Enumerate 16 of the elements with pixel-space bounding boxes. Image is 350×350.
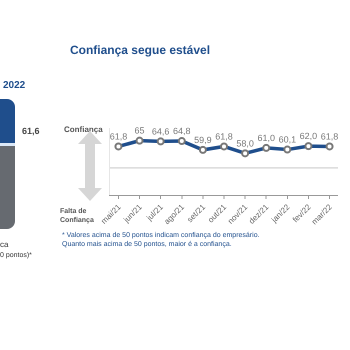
data-label: 62,0	[300, 131, 318, 142]
data-label: 58,0	[236, 138, 254, 148]
data-label: 61,8	[320, 131, 338, 142]
data-label: 59,9	[194, 134, 212, 145]
data-label: 65	[134, 126, 145, 136]
data-label: 61,8	[110, 131, 128, 142]
text: Confiança	[64, 125, 104, 134]
data-label: 64,8	[173, 126, 191, 136]
data-label: 64,6	[152, 126, 170, 136]
chart-title: Confiança segue estável	[70, 42, 210, 57]
text: 61,6	[22, 126, 40, 136]
text: ca	[0, 240, 8, 249]
data-label: 61,8	[215, 131, 233, 142]
text: 2022	[3, 80, 26, 91]
data-label: 61,0	[257, 132, 275, 143]
data-label: 60,1	[278, 134, 296, 145]
